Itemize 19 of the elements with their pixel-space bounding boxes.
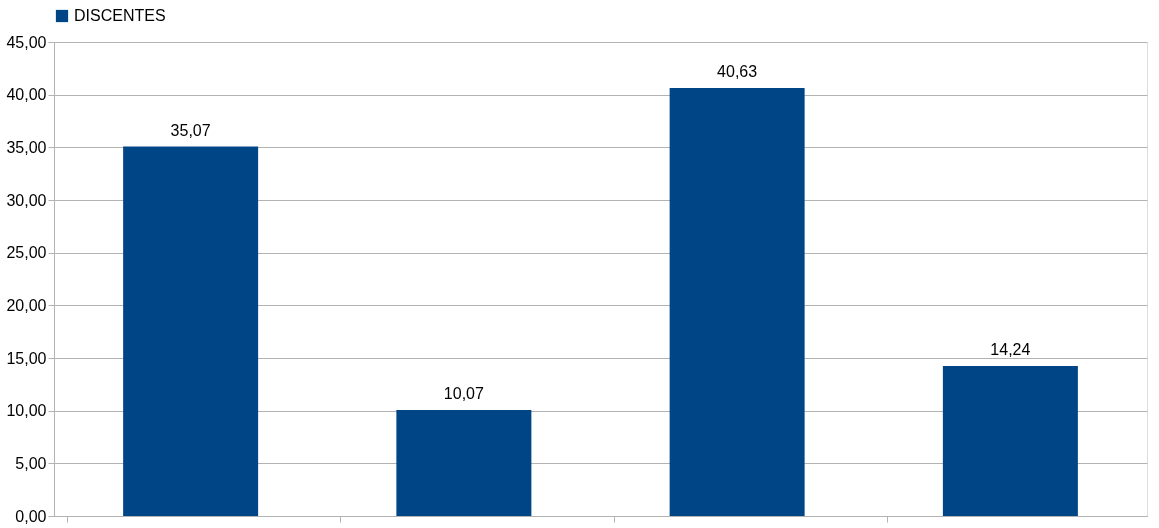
y-tick-label: 40,00: [6, 86, 47, 104]
data-label: 35,07: [170, 121, 211, 139]
y-tick-label: 5,00: [15, 454, 47, 472]
bar: [396, 409, 532, 516]
legend-label: DISCENTES: [74, 7, 166, 24]
y-tick-label: 30,00: [6, 191, 47, 209]
y-tick-label: 25,00: [6, 244, 47, 262]
data-label: 10,07: [443, 384, 484, 402]
data-label: 14,24: [990, 341, 1031, 359]
y-tick-label: 15,00: [6, 349, 47, 367]
y-tick-label: 0,00: [15, 507, 47, 525]
bar: [942, 366, 1078, 516]
data-label: 40,63: [717, 63, 758, 81]
bar: [123, 146, 259, 516]
y-tick-label: 35,00: [6, 138, 47, 156]
y-tick-label: 10,00: [6, 402, 47, 420]
y-tick-label: 45,00: [6, 33, 47, 51]
bar: [669, 88, 805, 516]
y-tick-label: 20,00: [6, 296, 47, 314]
